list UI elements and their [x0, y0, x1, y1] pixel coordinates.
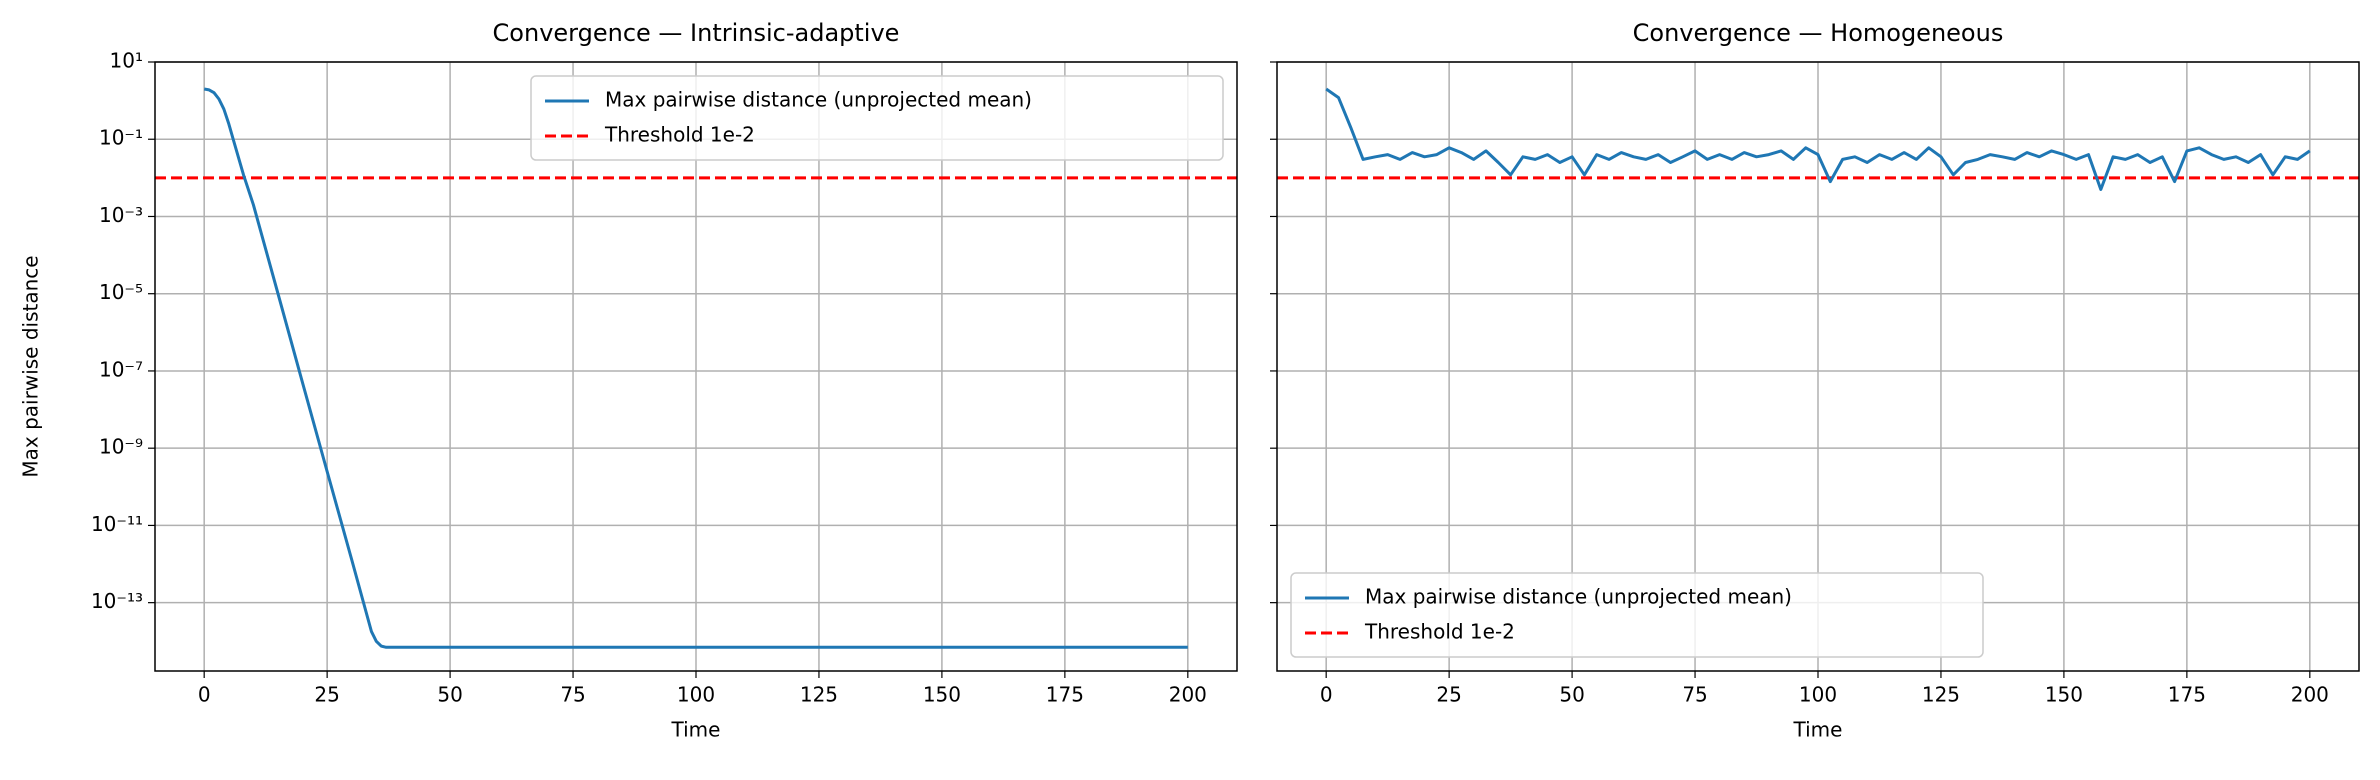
x-tick-label: 100	[1799, 683, 1837, 707]
x-tick-label: 200	[1169, 683, 1207, 707]
chart-title: Convergence — Homogeneous	[1633, 19, 2004, 47]
x-tick-label: 25	[1436, 683, 1461, 707]
x-tick-label: 50	[1559, 683, 1584, 707]
axes-frame	[1276, 61, 2360, 672]
series-line	[1325, 87, 2311, 191]
x-tick-label: 0	[1320, 683, 1333, 707]
y-tick-label: 10⁻¹	[99, 126, 143, 150]
series-line	[203, 87, 1188, 649]
legend-box	[1290, 572, 1984, 658]
legend-box	[530, 75, 1224, 161]
legend-label: Max pairwise distance (unprojected mean)	[605, 88, 1032, 112]
x-axis-label: Time	[671, 718, 721, 742]
x-tick-label: 125	[1922, 683, 1960, 707]
y-tick-label: 10¹	[110, 49, 143, 73]
x-tick-label: 150	[923, 683, 961, 707]
legend-label: Threshold 1e-2	[604, 123, 755, 147]
x-tick-label: 50	[437, 683, 462, 707]
x-tick-label: 125	[800, 683, 838, 707]
y-tick-label: 10⁻³	[99, 203, 143, 227]
x-tick-label: 25	[314, 683, 339, 707]
x-tick-label: 75	[1682, 683, 1707, 707]
x-tick-label: 175	[2168, 683, 2206, 707]
x-axis-label: Time	[1793, 718, 1843, 742]
x-tick-label: 75	[560, 683, 585, 707]
y-axis-label: Max pairwise distance	[19, 255, 43, 477]
x-tick-label: 200	[2291, 683, 2329, 707]
y-tick-label: 10⁻⁷	[99, 357, 143, 381]
y-tick-label: 10⁻⁹	[99, 435, 143, 459]
legend-label: Max pairwise distance (unprojected mean)	[1365, 585, 1792, 609]
y-tick-label: 10⁻¹¹	[91, 512, 143, 536]
chart-title: Convergence — Intrinsic-adaptive	[493, 19, 900, 47]
x-tick-label: 150	[2045, 683, 2083, 707]
legend-label: Threshold 1e-2	[1364, 620, 1515, 644]
axes-frame	[154, 61, 1238, 672]
y-tick-label: 10⁻⁵	[99, 280, 143, 304]
x-tick-label: 175	[1046, 683, 1084, 707]
x-tick-label: 0	[198, 683, 211, 707]
x-tick-label: 100	[677, 683, 715, 707]
y-tick-label: 10⁻¹³	[91, 589, 143, 613]
